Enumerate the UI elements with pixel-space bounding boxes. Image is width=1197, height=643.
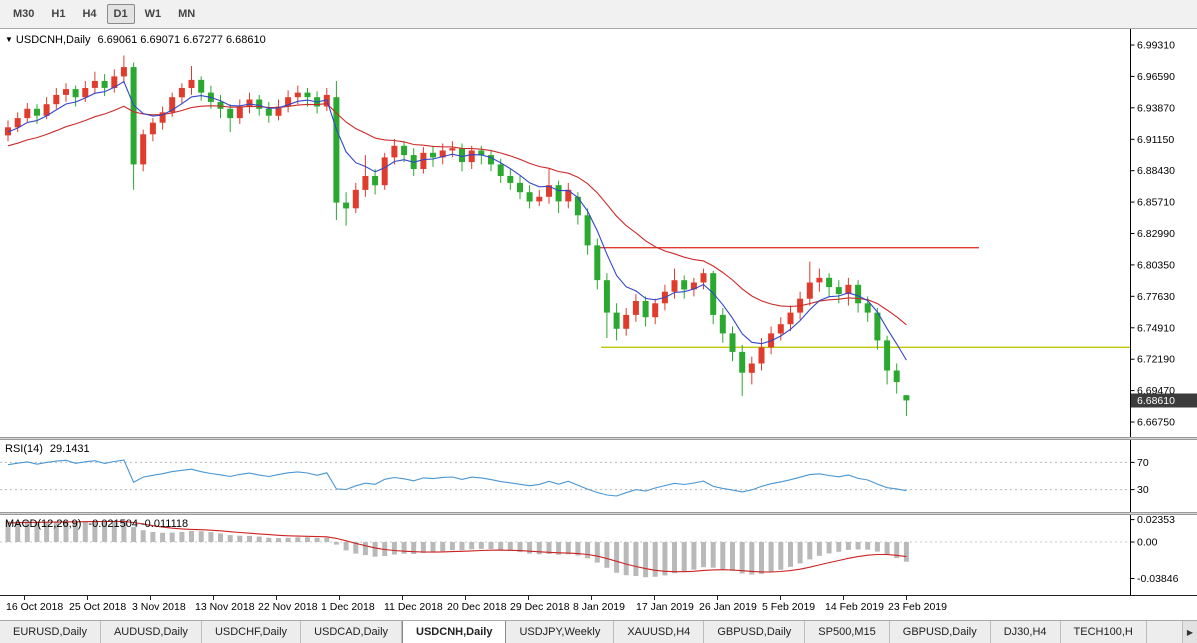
time-axis-label: 5 Feb 2019	[762, 601, 816, 613]
time-axis-label: 11 Dec 2018	[384, 601, 443, 613]
time-axis-label: 25 Oct 2018	[69, 601, 127, 613]
svg-text:30: 30	[1137, 484, 1149, 496]
rsi-indicator-label: RSI(14) 29.1431	[5, 443, 90, 455]
timeframe-button-d1[interactable]: D1	[106, 4, 135, 24]
tab-gbpusd-daily[interactable]: GBPUSD,Daily	[889, 621, 991, 643]
svg-text:6.74910: 6.74910	[1137, 322, 1175, 334]
time-axis-label: 14 Feb 2019	[825, 601, 884, 613]
tab-tech100-h[interactable]: TECH100,H	[1060, 621, 1147, 643]
timeframe-toolbar: M30 H1 H4 D1 W1 MN	[0, 0, 1197, 29]
main-chart-canvas[interactable]: 6.99310 6.96590 6.93870 6.91150 6.88430 6.857…	[0, 29, 1197, 437]
svg-text:70: 70	[1137, 457, 1149, 469]
tab-dj30-h4[interactable]: DJ30,H4	[990, 621, 1061, 643]
svg-text:6.82990: 6.82990	[1137, 228, 1175, 240]
svg-text:0.00: 0.00	[1137, 537, 1158, 549]
time-axis-label: 23 Feb 2019	[888, 601, 947, 613]
svg-text:6.72190: 6.72190	[1137, 354, 1175, 366]
rsi-name: RSI(14)	[5, 443, 43, 455]
time-axis-tick	[528, 596, 529, 600]
rsi-value: 29.1431	[49, 443, 90, 455]
time-axis-tick	[87, 596, 88, 600]
time-axis-label: 29 Dec 2018	[510, 601, 570, 613]
timeframe-button-mn[interactable]: MN	[178, 8, 196, 20]
time-axis-tick	[24, 596, 25, 600]
time-axis-tick	[150, 596, 151, 600]
time-axis-label: 26 Jan 2019	[699, 601, 757, 613]
time-axis-label: 22 Nov 2018	[258, 601, 318, 613]
macd-panel-splitter[interactable]	[0, 512, 1197, 515]
svg-text:6.66750: 6.66750	[1137, 417, 1175, 429]
timeframe-button-w1[interactable]: W1	[144, 8, 162, 20]
chart-symbol-label: USDCNH,Daily	[15, 34, 91, 46]
svg-text:-0.03846: -0.03846	[1137, 573, 1179, 585]
time-axis-label: 13 Nov 2018	[195, 601, 255, 613]
timeframe-button-h1[interactable]: H1	[51, 8, 66, 20]
svg-text:6.93870: 6.93870	[1137, 102, 1175, 114]
time-axis-label: 8 Jan 2019	[573, 601, 625, 613]
svg-text:6.68610: 6.68610	[1137, 395, 1175, 407]
tab-sp500-m15[interactable]: SP500,M15	[805, 621, 890, 643]
svg-text:6.88430: 6.88430	[1137, 165, 1175, 177]
chart-tabs: EURUSD,Daily AUDUSD,Daily USDCHF,Daily USDC…	[0, 620, 1197, 643]
tab-gbpusd-daily[interactable]: GBPUSD,Daily	[704, 621, 806, 643]
time-axis-tick	[906, 596, 907, 600]
time-axis-tick	[717, 596, 718, 600]
time-axis-label: 17 Jan 2019	[636, 601, 694, 613]
tab-scroll-right-button[interactable]: ▶	[1182, 621, 1197, 643]
macd-name: MACD(12,26,9)	[5, 518, 82, 530]
chart-header: ▼ USDCNH,Daily 6.69061 6.69071 6.67277 6.6…	[5, 34, 266, 46]
time-axis-tick	[276, 596, 277, 600]
time-axis-tick	[843, 596, 844, 600]
time-axis-tick	[213, 596, 214, 600]
macd-indicator-label: MACD(12,26,9) -0.021504 -0.011118	[5, 518, 188, 530]
time-axis-tick	[654, 596, 655, 600]
rsi-panel-splitter[interactable]	[0, 437, 1197, 440]
svg-text:6.80350: 6.80350	[1137, 259, 1175, 271]
tab-eurusd-daily[interactable]: EURUSD,Daily	[0, 621, 101, 643]
time-axis[interactable]: 16 Oct 2018 25 Oct 2018 3 Nov 2018 13 Nov 2…	[0, 595, 1197, 620]
svg-text:6.85710: 6.85710	[1137, 197, 1175, 209]
svg-text:6.77630: 6.77630	[1137, 291, 1175, 303]
current-price-badge: 6.68610	[1131, 393, 1197, 408]
time-axis-tick	[591, 596, 592, 600]
tab-usdcad-daily[interactable]: USDCAD,Daily	[301, 621, 403, 643]
macd-panel-canvas[interactable]: 0.02353 0.00 -0.03846	[0, 515, 1197, 595]
time-axis-tick	[402, 596, 403, 600]
time-axis-label: 1 Dec 2018	[321, 601, 375, 613]
macd-values: -0.021504 -0.011118	[88, 518, 189, 530]
rsi-panel-canvas[interactable]: 70 30	[0, 440, 1197, 512]
tab-usdchf-daily[interactable]: USDCHF,Daily	[201, 621, 302, 643]
time-axis-label: 16 Oct 2018	[6, 601, 64, 613]
chart-ohlc-values: 6.69061 6.69071 6.67277 6.68610	[97, 34, 266, 46]
tab-usdcnh-daily[interactable]: USDCNH,Daily	[402, 621, 507, 643]
time-axis-label: 3 Nov 2018	[132, 601, 186, 613]
timeframe-button-h4[interactable]: H4	[82, 8, 97, 20]
tab-usdjpy-weekly[interactable]: USDJPY,Weekly	[506, 621, 615, 643]
tab-audusd-daily[interactable]: AUDUSD,Daily	[100, 621, 202, 643]
chart-menu-icon[interactable]: ▼	[5, 35, 13, 44]
time-axis-tick	[339, 596, 340, 600]
tab-xauusd-h4[interactable]: XAUUSD,H4	[614, 621, 705, 643]
svg-text:6.99310: 6.99310	[1137, 40, 1175, 52]
time-axis-tick	[465, 596, 466, 600]
time-axis-label: 20 Dec 2018	[447, 601, 507, 613]
time-axis-tick	[780, 596, 781, 600]
svg-text:0.02353: 0.02353	[1137, 515, 1175, 526]
timeframe-button-m30[interactable]: M30	[13, 8, 35, 20]
svg-text:6.96590: 6.96590	[1137, 71, 1175, 83]
svg-text:6.91150: 6.91150	[1137, 134, 1174, 146]
